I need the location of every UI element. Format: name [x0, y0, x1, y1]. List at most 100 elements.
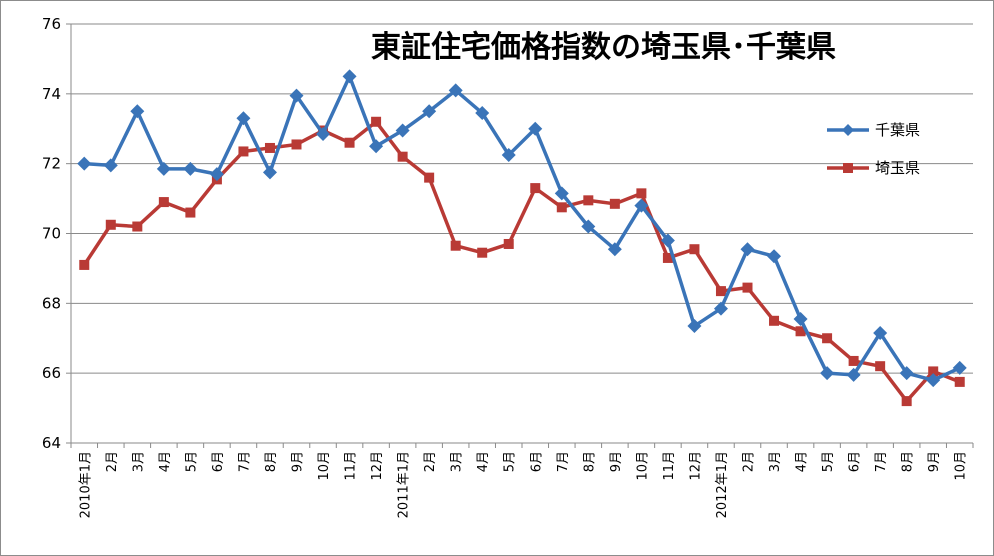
x-tick-label: 3月: [131, 451, 146, 472]
x-tick-label: 11月: [662, 451, 677, 481]
x-tick-label: 10月: [317, 451, 332, 481]
data-point: [554, 186, 569, 201]
x-tick-label: 4月: [795, 451, 810, 472]
y-tick-labels: 64 66 68 70 72 74 76: [42, 15, 61, 452]
data-point: [185, 207, 196, 218]
data-point: [105, 219, 116, 230]
series-saitama: [79, 116, 965, 407]
data-point: [530, 183, 541, 194]
x-tick-label: 5月: [184, 451, 199, 472]
data-point: [901, 396, 912, 407]
x-tick-label: 2月: [742, 451, 757, 472]
data-point: [636, 188, 647, 199]
x-tick-label: 2月: [423, 451, 438, 472]
data-point: [448, 83, 463, 98]
data-point: [501, 147, 516, 162]
data-point: [583, 195, 594, 206]
data-point: [130, 104, 145, 119]
data-point: [316, 126, 331, 141]
x-tick-label: 2010年1月: [78, 451, 93, 518]
x-tick-label: 10月: [954, 451, 969, 481]
data-point: [77, 156, 92, 171]
data-point: [450, 240, 461, 251]
x-tick-label: 10月: [635, 451, 650, 481]
data-point: [291, 139, 302, 150]
series-chiba: [77, 69, 967, 388]
data-point: [397, 151, 408, 162]
legend-label: 千葉県: [875, 121, 920, 139]
data-point: [634, 198, 649, 213]
data-point: [79, 259, 90, 270]
data-point: [740, 242, 755, 257]
data-point: [238, 146, 249, 157]
data-point: [132, 221, 143, 232]
x-tick-label: 3月: [450, 451, 465, 472]
x-tick-label: 12月: [370, 451, 385, 481]
x-tick-label: 7月: [874, 451, 889, 472]
data-point: [928, 366, 939, 377]
data-point: [371, 116, 382, 127]
data-point: [556, 202, 567, 213]
x-tick-label: 5月: [821, 451, 836, 472]
y-tick-label: 64: [42, 434, 61, 452]
x-tick-label: 2012年1月: [715, 451, 730, 518]
grid: [71, 23, 973, 374]
data-point: [660, 233, 675, 248]
x-tick-label: 9月: [927, 451, 942, 472]
axes: [66, 23, 974, 448]
data-point: [926, 373, 941, 388]
x-tick-label: 2011年1月: [397, 451, 412, 518]
data-point: [103, 158, 118, 173]
data-point: [581, 219, 596, 234]
data-point: [475, 106, 490, 121]
y-tick-label: 74: [42, 85, 61, 103]
legend-item: 千葉県: [827, 121, 920, 139]
series: [77, 69, 967, 407]
data-point: [822, 333, 833, 344]
x-tick-label: 6月: [529, 451, 544, 472]
y-tick-label: 70: [42, 225, 61, 243]
x-tick-label: 8月: [901, 451, 916, 472]
data-point: [528, 121, 543, 136]
x-tick-label: 7月: [556, 451, 571, 472]
data-point: [609, 198, 620, 209]
data-point: [767, 249, 782, 264]
data-point: [424, 172, 435, 183]
x-tick-label: 3月: [768, 451, 783, 472]
x-tick-label: 9月: [291, 451, 306, 472]
x-tick-label: 9月: [609, 451, 624, 472]
data-point: [183, 161, 198, 176]
x-tick-label: 4月: [158, 451, 173, 472]
data-point: [262, 165, 277, 180]
data-point: [236, 111, 251, 126]
data-point: [289, 88, 304, 103]
data-point: [873, 326, 888, 341]
x-tick-label: 6月: [848, 451, 863, 472]
data-point: [795, 326, 806, 337]
y-tick-label: 76: [42, 15, 61, 33]
data-point: [342, 69, 357, 84]
data-point: [264, 142, 275, 153]
data-point: [848, 355, 859, 366]
data-point: [158, 197, 169, 208]
data-point: [899, 366, 914, 381]
legend-label: 埼玉県: [875, 159, 920, 177]
data-point: [689, 244, 700, 255]
data-point: [344, 137, 355, 148]
data-point: [422, 104, 437, 119]
data-point: [742, 282, 753, 293]
data-point: [954, 376, 965, 387]
data-point: [846, 367, 861, 382]
x-tick-label: 7月: [237, 451, 252, 472]
x-tick-label: 8月: [264, 451, 279, 472]
data-point: [713, 301, 728, 316]
x-tick-label: 5月: [503, 451, 518, 472]
legend-marker: [842, 124, 854, 136]
data-point: [607, 242, 622, 257]
y-tick-label: 68: [42, 294, 61, 312]
y-tick-label: 72: [42, 155, 61, 173]
legend-marker: [843, 163, 853, 173]
series-line: [84, 74, 961, 382]
data-point: [793, 312, 808, 327]
